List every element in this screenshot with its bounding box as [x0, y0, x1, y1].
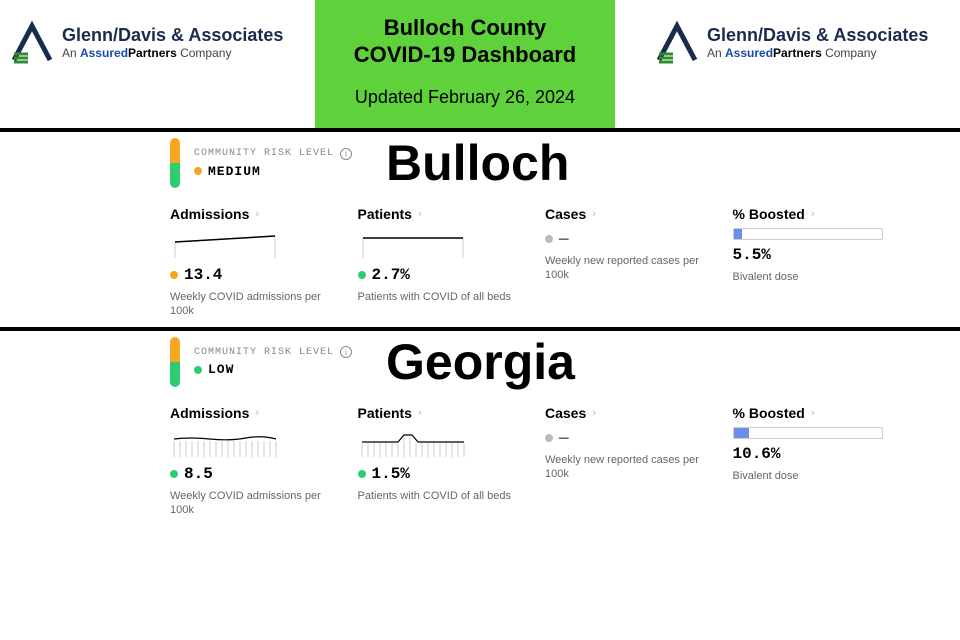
sparkline-icon — [358, 228, 526, 260]
status-dot-icon — [545, 235, 553, 243]
metric-title: Admissions — [170, 405, 249, 421]
logo-icon — [10, 20, 54, 64]
title-block: Bulloch County COVID-19 Dashboard Update… — [315, 0, 615, 128]
risk-value: MEDIUM — [208, 164, 261, 179]
metric-value: — — [559, 230, 569, 248]
risk-text: COMMUNITY RISK LEVEL i LOW — [194, 346, 352, 377]
chevron-right-icon: › — [418, 208, 422, 220]
title-line1: Bulloch County — [325, 16, 605, 40]
status-dot-icon — [358, 470, 366, 478]
risk-dot-icon — [194, 366, 202, 374]
chevron-right-icon: › — [255, 208, 259, 220]
status-dot-icon — [545, 434, 553, 442]
chevron-right-icon: › — [811, 407, 815, 419]
progress-fill — [734, 428, 750, 438]
metric-title: % Boosted — [733, 405, 805, 421]
info-icon[interactable]: i — [340, 346, 352, 358]
progress-bar — [733, 427, 883, 439]
region-name: Georgia — [386, 337, 575, 387]
metric-patients[interactable]: Patients › — [358, 405, 526, 518]
metric-desc: Patients with COVID of all beds — [358, 290, 526, 304]
logo-left: Glenn/Davis & Associates An AssuredPartn… — [0, 0, 315, 84]
metric-title: Admissions — [170, 206, 249, 222]
header: Glenn/Davis & Associates An AssuredPartn… — [0, 0, 960, 128]
metric-title: Cases — [545, 405, 586, 421]
metric-desc: Bivalent dose — [733, 270, 901, 284]
risk-label: COMMUNITY RISK LEVEL — [194, 148, 334, 159]
metrics-row: Admissions › — [0, 387, 960, 518]
logo-icon — [655, 20, 699, 64]
chevron-right-icon: › — [418, 407, 422, 419]
metric-title: Cases — [545, 206, 586, 222]
region-georgia: COMMUNITY RISK LEVEL i LOW Georgia Admis… — [0, 331, 960, 526]
risk-text: COMMUNITY RISK LEVEL i MEDIUM — [194, 148, 352, 179]
updated-date: Updated February 26, 2024 — [325, 87, 605, 108]
metric-desc: Weekly COVID admissions per 100k — [170, 290, 338, 319]
info-icon[interactable]: i — [340, 148, 352, 160]
sparkline-icon — [170, 228, 338, 260]
metric-admissions[interactable]: Admissions › — [170, 405, 338, 518]
risk-dot-icon — [194, 167, 202, 175]
metric-title: % Boosted — [733, 206, 805, 222]
metric-cases[interactable]: Cases › — Weekly new reported cases per … — [545, 405, 713, 518]
chevron-right-icon: › — [592, 208, 596, 220]
logo-text: Glenn/Davis & Associates An AssuredPartn… — [62, 25, 283, 60]
status-dot-icon — [170, 470, 178, 478]
metric-title: Patients — [358, 405, 412, 421]
metric-value: 5.5% — [733, 246, 771, 264]
logo-main: Glenn/Davis & Associates — [62, 25, 283, 46]
metric-cases[interactable]: Cases › — Weekly new reported cases per … — [545, 206, 713, 319]
chevron-right-icon: › — [255, 407, 259, 419]
progress-bar — [733, 228, 883, 240]
risk-level-bar-icon — [170, 337, 180, 387]
metric-desc: Patients with COVID of all beds — [358, 489, 526, 503]
risk-value: LOW — [208, 362, 234, 377]
risk-label: COMMUNITY RISK LEVEL — [194, 347, 334, 358]
status-dot-icon — [358, 271, 366, 279]
metric-value: 8.5 — [184, 465, 213, 483]
metric-value: 13.4 — [184, 266, 222, 284]
chevron-right-icon: › — [811, 208, 815, 220]
risk-level-bar-icon — [170, 138, 180, 188]
metric-desc: Bivalent dose — [733, 469, 901, 483]
metric-desc: Weekly new reported cases per 100k — [545, 254, 713, 283]
region-header: COMMUNITY RISK LEVEL i LOW Georgia — [0, 337, 960, 387]
metric-value: 2.7% — [372, 266, 410, 284]
metric-desc: Weekly new reported cases per 100k — [545, 453, 713, 482]
metric-boosted[interactable]: % Boosted › 10.6% Bivalent dose — [733, 405, 901, 518]
metric-patients[interactable]: Patients › 2.7% Patients with COVID of a… — [358, 206, 526, 319]
region-bulloch: COMMUNITY RISK LEVEL i MEDIUM Bulloch Ad… — [0, 132, 960, 327]
metric-boosted[interactable]: % Boosted › 5.5% Bivalent dose — [733, 206, 901, 319]
sparkline-icon — [170, 427, 338, 459]
chevron-right-icon: › — [592, 407, 596, 419]
metric-value: — — [559, 429, 569, 447]
region-header: COMMUNITY RISK LEVEL i MEDIUM Bulloch — [0, 138, 960, 188]
logo-main: Glenn/Davis & Associates — [707, 25, 928, 46]
logo-right: Glenn/Davis & Associates An AssuredPartn… — [615, 0, 960, 84]
metric-title: Patients — [358, 206, 412, 222]
sparkline-icon — [358, 427, 526, 459]
logo-subtitle: An AssuredPartners Company — [707, 46, 928, 60]
status-dot-icon — [170, 271, 178, 279]
logo-text: Glenn/Davis & Associates An AssuredPartn… — [707, 25, 928, 60]
metric-value: 10.6% — [733, 445, 781, 463]
metric-value: 1.5% — [372, 465, 410, 483]
logo-subtitle: An AssuredPartners Company — [62, 46, 283, 60]
region-name: Bulloch — [386, 138, 569, 188]
progress-fill — [734, 229, 742, 239]
metric-desc: Weekly COVID admissions per 100k — [170, 489, 338, 518]
metrics-row: Admissions › 13.4 Weekly COVID admission… — [0, 188, 960, 319]
metric-admissions[interactable]: Admissions › 13.4 Weekly COVID admission… — [170, 206, 338, 319]
title-line2: COVID-19 Dashboard — [325, 43, 605, 67]
